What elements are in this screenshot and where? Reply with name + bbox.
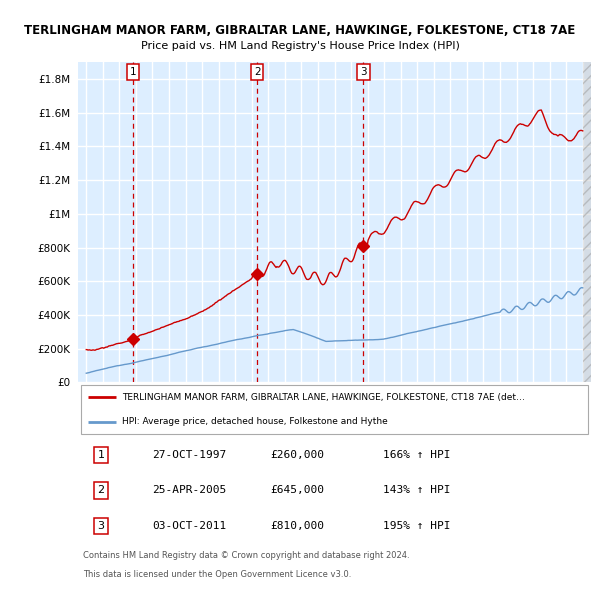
Text: Contains HM Land Registry data © Crown copyright and database right 2024.: Contains HM Land Registry data © Crown c…: [83, 551, 410, 560]
Text: 3: 3: [98, 521, 104, 531]
Polygon shape: [583, 62, 591, 382]
Text: 27-OCT-1997: 27-OCT-1997: [152, 450, 227, 460]
Text: £260,000: £260,000: [271, 450, 325, 460]
Text: 143% ↑ HPI: 143% ↑ HPI: [383, 486, 451, 496]
Text: 195% ↑ HPI: 195% ↑ HPI: [383, 521, 451, 531]
Text: Price paid vs. HM Land Registry's House Price Index (HPI): Price paid vs. HM Land Registry's House …: [140, 41, 460, 51]
Text: 25-APR-2005: 25-APR-2005: [152, 486, 227, 496]
Text: HPI: Average price, detached house, Folkestone and Hythe: HPI: Average price, detached house, Folk…: [122, 417, 388, 427]
Text: TERLINGHAM MANOR FARM, GIBRALTAR LANE, HAWKINGE, FOLKESTONE, CT18 7AE: TERLINGHAM MANOR FARM, GIBRALTAR LANE, H…: [25, 24, 575, 37]
Text: 1: 1: [98, 450, 104, 460]
FancyBboxPatch shape: [80, 385, 589, 434]
Text: 2: 2: [98, 486, 104, 496]
Text: 3: 3: [360, 67, 367, 77]
Text: 166% ↑ HPI: 166% ↑ HPI: [383, 450, 451, 460]
Text: 03-OCT-2011: 03-OCT-2011: [152, 521, 227, 531]
Text: £810,000: £810,000: [271, 521, 325, 531]
Text: £645,000: £645,000: [271, 486, 325, 496]
Text: This data is licensed under the Open Government Licence v3.0.: This data is licensed under the Open Gov…: [83, 570, 352, 579]
Text: 2: 2: [254, 67, 260, 77]
Text: 1: 1: [130, 67, 136, 77]
Text: TERLINGHAM MANOR FARM, GIBRALTAR LANE, HAWKINGE, FOLKESTONE, CT18 7AE (det…: TERLINGHAM MANOR FARM, GIBRALTAR LANE, H…: [122, 392, 524, 402]
